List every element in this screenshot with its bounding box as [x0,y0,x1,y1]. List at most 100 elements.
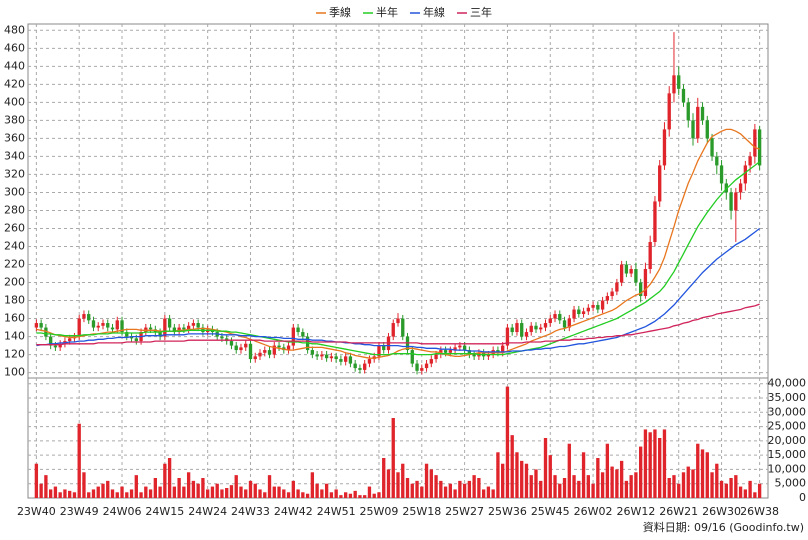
candle-body [696,106,700,139]
volume-bar [68,490,72,498]
volume-bar [44,475,48,498]
candle-body [634,269,638,283]
candle-body [353,363,357,369]
y2-tick-label: 20,000 [768,434,807,447]
candle-body [115,320,119,330]
x-tick-label: 26W30 [702,505,741,518]
volume-bar [286,492,291,498]
candle-body [520,323,524,337]
volume-bar [125,492,129,498]
candle-body [420,368,424,371]
volume-bar [296,489,300,498]
volume-bar [363,495,367,498]
candle-body [539,327,543,330]
candle-body [700,106,705,121]
volume-bar [591,483,595,498]
candle-body [734,192,738,211]
candle-body [548,318,552,324]
volume-bar [477,478,481,498]
volume-bar [677,483,681,498]
volume-bar [424,463,429,498]
x-tick-label: 23W40 [17,505,56,518]
candle-body [401,318,405,337]
volume-bar [91,489,96,498]
y2-tick-label: 30,000 [768,405,807,418]
y-tick-label: 160 [4,312,25,325]
volume-bar [491,489,495,498]
candle-body [610,291,614,297]
candle-body [91,320,96,328]
volume-bar [700,449,705,498]
volume-bar [553,475,557,498]
volume-bar [139,492,143,498]
candle-body [572,309,576,319]
volume-bar [539,480,543,498]
x-tick-label: 25W09 [360,505,399,518]
ma-line [36,303,760,346]
volume-bar [144,486,148,498]
volume-bar [577,480,581,498]
y-tick-label: 260 [4,221,25,234]
candle-body [125,332,129,337]
x-tick-label: 24W51 [317,505,356,518]
x-tick-label: 23W49 [60,505,99,518]
candle-body [691,120,695,139]
volume-bar [738,486,743,498]
candle-body [239,347,243,351]
volume-bar [267,475,272,498]
volume-bar [382,458,386,498]
legend-label: 三年 [470,5,492,19]
volume-bar [748,480,752,498]
volume-bar [724,483,728,498]
volume-bar [206,489,210,498]
volume-bar [153,478,157,498]
y2-tick-label: 10,000 [768,462,807,475]
legend-label: 半年 [376,5,398,19]
volume-bar [629,475,633,498]
candle-body [320,354,324,357]
volume-bar [324,483,329,498]
y-tick-label: 380 [4,113,25,126]
candle-body [148,327,153,330]
volume-bar [315,483,319,498]
candle-body [277,345,281,348]
volume-bar [301,492,305,498]
volume-bar [229,485,234,498]
volume-bar [543,438,548,498]
candle-body [605,296,610,301]
volume-bar [634,472,638,498]
volume-bar [386,469,391,498]
volume-bar [210,486,215,498]
x-tick-label: 25W45 [531,505,570,518]
volume-bar [58,492,62,498]
y-tick-label: 460 [4,41,25,54]
volume-bar [96,486,100,498]
candle-body [34,323,39,328]
x-tick-label: 24W06 [103,505,142,518]
volume-bar [263,492,267,498]
volume-bar [486,486,491,498]
volume-bar [434,475,438,498]
candle-body [434,354,438,360]
candle-body [429,359,433,364]
volume-bar [277,486,281,498]
volume-bar [53,486,58,498]
candle-body [505,327,510,346]
volume-bar [420,486,424,498]
candle-body [567,318,571,328]
volume-bar [729,478,733,498]
volume-bar [110,489,115,498]
candle-body [448,350,453,353]
volume-bar [753,492,757,498]
volume-bar [415,480,419,498]
volume-bar [558,483,562,498]
volume-bar [581,452,586,498]
candle-body [53,345,58,348]
candle-body [258,352,262,357]
candle-body [581,311,586,315]
candle-body [748,156,752,166]
footer: 資料日期: 09/16 (Goodinfo.tw) [643,520,804,534]
x-tick-label: 25W27 [445,505,484,518]
